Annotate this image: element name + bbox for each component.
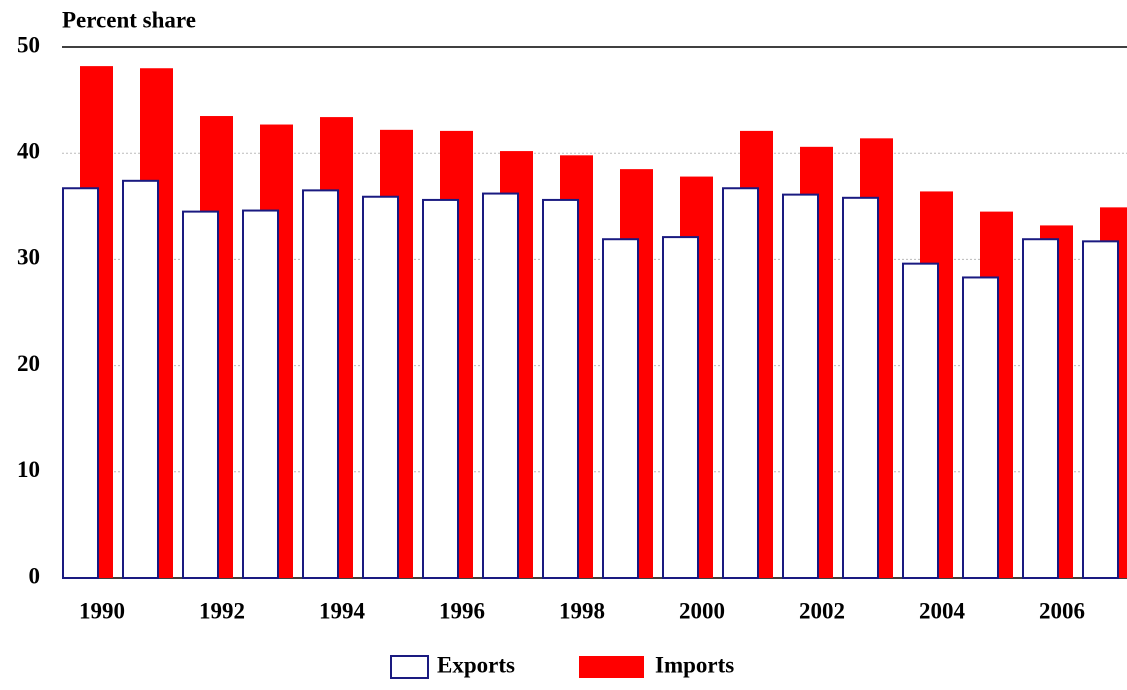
exports-bar	[542, 198, 579, 579]
exports-bar	[962, 276, 999, 579]
x-tick-label: 1992	[199, 598, 245, 623]
exports-bar	[602, 238, 639, 580]
exports-bar	[902, 262, 939, 579]
exports-bar	[62, 187, 99, 579]
y-tick-label: 0	[29, 563, 41, 588]
exports-bar	[782, 193, 819, 579]
exports-bar	[122, 179, 159, 579]
chart-title: Percent share	[62, 7, 196, 32]
x-tick-label: 2004	[919, 598, 966, 623]
x-tick-label: 1994	[319, 598, 366, 623]
legend-swatch	[390, 655, 429, 679]
exports-bar	[1082, 240, 1119, 579]
exports-bar	[182, 210, 219, 580]
x-tick-label: 2006	[1039, 598, 1085, 623]
legend-label: Imports	[655, 652, 734, 677]
exports-bar	[842, 196, 879, 580]
plot-area	[62, 66, 1127, 580]
exports-bar	[242, 209, 279, 579]
x-tick-label: 2000	[679, 598, 725, 623]
exports-bar	[422, 198, 459, 579]
legend-swatch	[579, 656, 644, 678]
exports-bar	[302, 189, 339, 579]
exports-bar	[662, 236, 699, 580]
exports-bar	[1022, 238, 1059, 580]
y-tick-label: 40	[17, 138, 40, 163]
exports-bar	[482, 192, 519, 579]
x-tick-label: 1996	[439, 598, 485, 623]
y-tick-label: 50	[17, 32, 40, 57]
x-tick-label: 2002	[799, 598, 845, 623]
legend-label: Exports	[437, 652, 515, 677]
exports-bar	[722, 187, 759, 579]
y-tick-label: 10	[17, 457, 40, 482]
x-tick-label: 1990	[79, 598, 125, 623]
x-tick-label: 1998	[559, 598, 605, 623]
y-tick-label: 30	[17, 245, 40, 270]
exports-bar	[362, 195, 399, 579]
y-tick-label: 20	[17, 351, 40, 376]
